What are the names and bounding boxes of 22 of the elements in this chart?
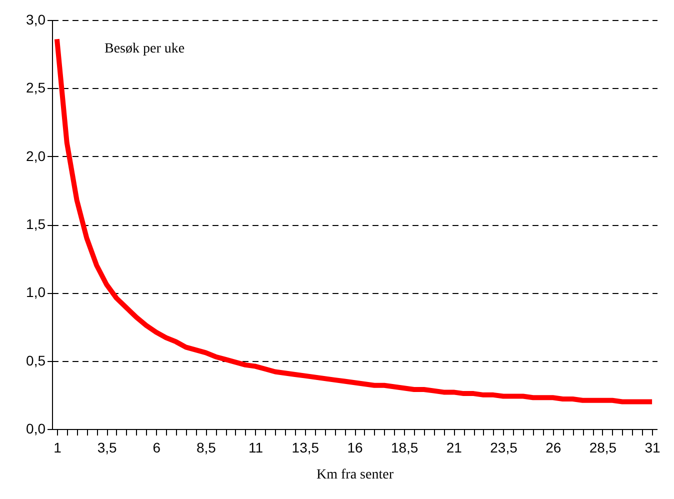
x-axis-title: Km fra senter <box>316 468 394 482</box>
x-tick-label: 16 <box>347 440 363 456</box>
x-tick-label: 23,5 <box>490 440 518 456</box>
y-axis-title: Besøk per uke <box>104 42 185 56</box>
y-tick-label: 2,5 <box>26 80 46 96</box>
x-tick-label: 1 <box>54 440 62 456</box>
x-tick-label: 31 <box>644 440 661 456</box>
x-tick-label: 13,5 <box>292 440 320 456</box>
x-tick-label: 26 <box>546 440 562 456</box>
x-tick-label: 21 <box>446 440 462 456</box>
y-tick-label: 0,5 <box>26 352 46 368</box>
x-tick-label: 8,5 <box>196 440 216 456</box>
x-tick-label: 6 <box>152 440 161 456</box>
y-tick-label: 1,0 <box>26 284 46 300</box>
y-tick-label: 3,0 <box>26 12 46 28</box>
y-tick-label: 0,0 <box>26 420 46 436</box>
x-tick-label: 18,5 <box>390 440 418 456</box>
x-tick-label: 11 <box>248 440 264 456</box>
y-tick-label: 2,0 <box>26 148 46 164</box>
x-tick-label: 28,5 <box>589 440 617 456</box>
y-tick-label: 1,5 <box>26 216 46 232</box>
x-tick-label: 3,5 <box>97 440 117 456</box>
